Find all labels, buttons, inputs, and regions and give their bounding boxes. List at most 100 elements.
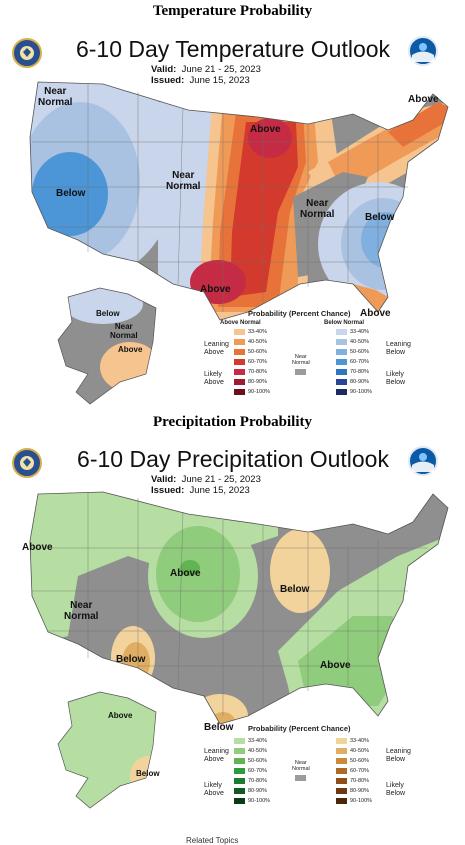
legend-above-swatch <box>234 738 245 744</box>
legend-below-swatch <box>336 778 347 784</box>
legend-below-range-label: 90-100% <box>350 388 373 395</box>
precipitation-map-title: 6-10 Day Precipitation Outlook <box>77 446 389 472</box>
precipitation-legend: Probability (Percent Chance) Leaning Abov… <box>204 724 414 824</box>
legend-above-swatch <box>234 768 245 774</box>
legend-below-swatch <box>336 379 347 385</box>
legend-likely-below: Likely Below <box>386 371 406 386</box>
label-alaska-below: Below <box>96 309 120 318</box>
legend-leaning-below: Leaning Below <box>386 341 411 356</box>
label-southeast-below: Below <box>365 212 395 223</box>
legend-below-swatch <box>336 758 347 764</box>
legend-above-range-label: 90-100% <box>248 797 271 804</box>
legend-near-swatch <box>295 775 306 781</box>
legend-above-swatch <box>234 369 245 375</box>
legend-below-swatch <box>336 369 347 375</box>
legend-near-normal: Near Normal <box>292 760 310 772</box>
label-nw-above: Above <box>22 542 53 553</box>
legend-above-swatch <box>234 339 245 345</box>
legend-near-swatch <box>295 369 306 375</box>
label-alaska-above: Above <box>118 345 143 354</box>
legend-near-normal: Near Normal <box>292 354 310 366</box>
legend-below-range-label: 50-60% <box>350 348 369 355</box>
legend-above-swatch <box>234 798 245 804</box>
label-alaska-above: Above <box>108 711 133 720</box>
legend-leaning-above: Leaning Above <box>204 341 229 356</box>
legend-below-range-label: 80-90% <box>350 787 369 794</box>
legend-above-range-label: 80-90% <box>248 787 267 794</box>
legend-below-range-label: 50-60% <box>350 757 369 764</box>
legend-below-range-label: 90-100% <box>350 797 373 804</box>
legend-below-swatch <box>336 359 347 365</box>
legend-above-range-label: 60-70% <box>248 767 267 774</box>
label-nw-near-normal: Near Normal <box>38 86 73 108</box>
label-central-near-normal: Near Normal <box>166 170 201 192</box>
precipitation-outlook-panel: 6-10 Day Precipitation Outlook Valid: Ju… <box>8 436 458 831</box>
label-midwest-above: Above <box>250 124 281 135</box>
label-plains-above: Above <box>170 568 201 579</box>
legend-below-range-label: 40-50% <box>350 747 369 754</box>
legend-below-swatch <box>336 798 347 804</box>
temperature-map <box>29 81 449 405</box>
commerce-seal-icon <box>12 38 42 68</box>
legend-above-range-label: 50-60% <box>248 757 267 764</box>
commerce-seal-icon <box>12 448 42 478</box>
label-michigan-below: Below <box>280 584 310 595</box>
legend-below-swatch <box>336 349 347 355</box>
label-east-near-normal: Near Normal <box>300 198 335 220</box>
legend-below-range-label: 60-70% <box>350 358 369 365</box>
legend-title: Probability (Percent Chance) <box>248 309 351 318</box>
legend-below-swatch <box>336 339 347 345</box>
legend-above-range-label: 40-50% <box>248 338 267 345</box>
legend-below-range-label: 80-90% <box>350 378 369 385</box>
legend-below-swatch <box>336 768 347 774</box>
precipitation-section-title: Precipitation Probability <box>152 414 313 430</box>
temperature-outlook-panel: 6-10 Day Temperature Outlook Valid: June… <box>8 22 458 417</box>
label-texas-below: Below <box>204 722 234 733</box>
legend-below-range-label: 60-70% <box>350 767 369 774</box>
label-florida-above: Above <box>360 308 391 319</box>
legend-below-swatch <box>336 748 347 754</box>
legend-below-range-label: 33-40% <box>350 737 369 744</box>
legend-below-range-label: 70-80% <box>350 777 369 784</box>
legend-above-range-label: 40-50% <box>248 747 267 754</box>
label-alaska-near-normal: Near Normal <box>110 322 138 340</box>
legend-above-range-label: 80-90% <box>248 378 267 385</box>
legend-above-range-label: 50-60% <box>248 348 267 355</box>
temperature-map-title: 6-10 Day Temperature Outlook <box>75 36 391 62</box>
legend-below-header: Below Normal <box>324 320 365 326</box>
noaa-logo-icon <box>408 446 438 476</box>
legend-below-range-label: 40-50% <box>350 338 369 345</box>
label-west-below: Below <box>56 188 86 199</box>
label-northeast-above: Above <box>408 94 439 105</box>
temperature-legend: Probability (Percent Chance) Above Norma… <box>204 309 414 409</box>
legend-leaning-below: Leaning Below <box>386 748 411 763</box>
legend-above-range-label: 33-40% <box>248 328 267 335</box>
legend-below-range-label: 70-80% <box>350 368 369 375</box>
legend-above-range-label: 70-80% <box>248 368 267 375</box>
legend-below-swatch <box>336 329 347 335</box>
related-topics-footer[interactable]: Related Topics <box>186 836 239 845</box>
legend-above-swatch <box>234 748 245 754</box>
label-southwest-below: Below <box>116 654 146 665</box>
temperature-validity: Valid: June 21 - 25, 2023 Issued: June 1… <box>151 64 261 86</box>
legend-above-range-label: 70-80% <box>248 777 267 784</box>
legend-below-swatch <box>336 788 347 794</box>
legend-above-swatch <box>234 778 245 784</box>
legend-above-swatch <box>234 329 245 335</box>
legend-above-swatch <box>234 359 245 365</box>
label-west-near-normal: Near Normal <box>64 600 99 622</box>
legend-leaning-above: Leaning Above <box>204 748 229 763</box>
alaska-shape <box>58 692 156 808</box>
temperature-section-title: Temperature Probability <box>152 3 313 19</box>
legend-above-swatch <box>234 349 245 355</box>
precipitation-validity: Valid: June 21 - 25, 2023 Issued: June 1… <box>151 474 261 496</box>
precipitation-map <box>29 491 449 809</box>
legend-title: Probability (Percent Chance) <box>248 724 351 733</box>
label-alaska-below: Below <box>136 769 160 778</box>
noaa-logo-icon <box>408 36 438 66</box>
legend-above-swatch <box>234 788 245 794</box>
label-texas-above: Above <box>200 284 231 295</box>
legend-above-swatch <box>234 389 245 395</box>
legend-likely-above: Likely Above <box>204 782 224 797</box>
legend-likely-below: Likely Below <box>386 782 406 797</box>
